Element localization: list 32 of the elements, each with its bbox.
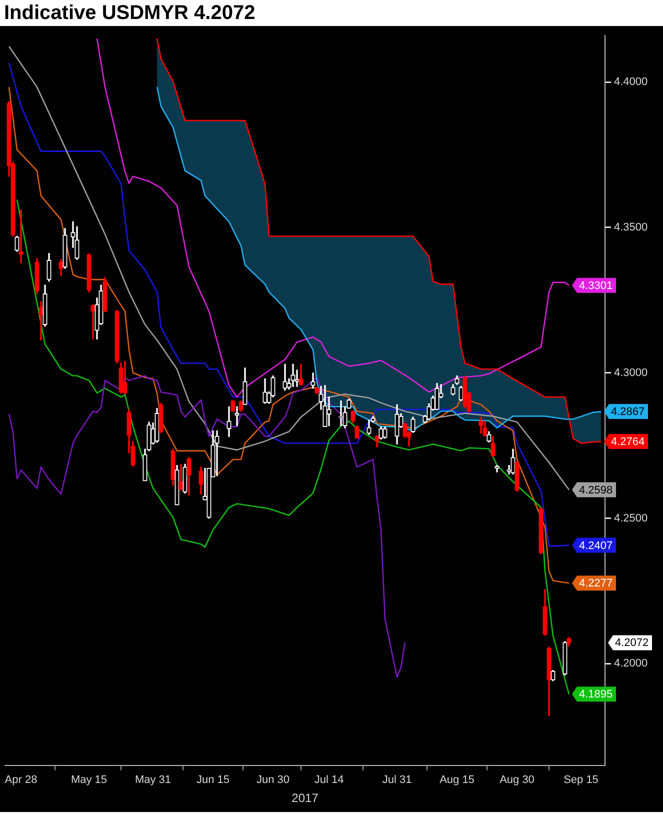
candlestick (310, 372, 316, 389)
candlestick (214, 430, 220, 476)
x-tick-label: May 15 (70, 774, 108, 786)
x-axis-title: 2017 (292, 791, 319, 806)
y-tick-label: 4.3000 (614, 366, 648, 379)
x-tick-label: Jul 14 (314, 774, 344, 786)
x-tick-label: Jun 15 (196, 774, 230, 786)
x-tick-label: Sep 15 (564, 774, 598, 786)
x-tick-label: Jun 30 (256, 774, 290, 786)
data-label: 4.2598 (579, 484, 613, 496)
data-label: 4.2277 (579, 578, 613, 590)
candlestick (326, 396, 332, 426)
data-label: 4.2407 (579, 540, 613, 552)
x-tick-label: Aug 30 (500, 774, 534, 786)
x-tick-label: Jul 31 (382, 774, 412, 786)
candlestick (18, 210, 24, 264)
data-label: 4.3301 (579, 280, 613, 292)
x-tick-label: May 31 (134, 774, 172, 786)
candlestick (90, 304, 96, 340)
text: 4.2072 (615, 637, 649, 650)
data-label: 4.2867 (611, 406, 645, 418)
candlestick (38, 301, 44, 340)
y-tick-label: 4.3500 (614, 222, 648, 234)
y-tick-label: 4.2000 (614, 658, 648, 670)
candlestick (338, 400, 344, 426)
chart-title: Indicative USDMYR 4.2072 (3, 1, 256, 26)
data-label: 4.2764 (611, 436, 645, 448)
data-label: 4.1895 (579, 688, 613, 701)
y-tick-label: 4.2500 (614, 512, 648, 524)
x-tick-label: Aug 15 (440, 774, 474, 786)
x-tick-label: Apr 28 (4, 774, 38, 786)
y-tick-label: 4.4000 (614, 76, 648, 88)
